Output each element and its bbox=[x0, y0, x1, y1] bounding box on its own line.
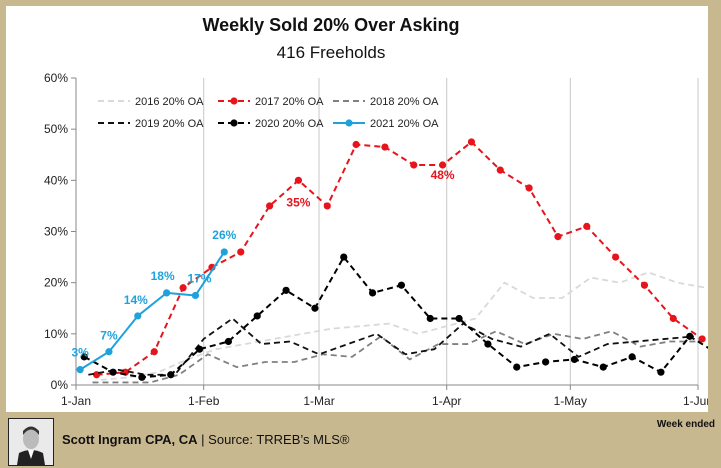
y-tick-label: 20% bbox=[44, 276, 68, 290]
data-point bbox=[525, 184, 533, 192]
data-label: 48% bbox=[431, 168, 455, 182]
y-tick-label: 50% bbox=[44, 122, 68, 136]
chart-subtitle: 416 Freeholds bbox=[277, 43, 386, 62]
series-line bbox=[92, 330, 698, 384]
x-tick-label: 1-Jan bbox=[61, 394, 91, 408]
data-point bbox=[381, 143, 389, 151]
data-point bbox=[167, 371, 175, 379]
data-point bbox=[282, 286, 290, 294]
data-point bbox=[426, 314, 434, 323]
data-point bbox=[496, 166, 504, 174]
legend-label: 2016 20% OA bbox=[135, 96, 204, 108]
data-point bbox=[570, 355, 579, 364]
data-point bbox=[109, 368, 117, 376]
axes: 1-Jan 1-Feb 1-Mar 1-Apr 1-May 1-Jun 0% 10% 20% 30… bbox=[44, 71, 708, 408]
data-label: 14% bbox=[124, 293, 148, 307]
legend-label: 2018 20% OA bbox=[370, 96, 439, 108]
data-point bbox=[455, 314, 463, 323]
data-point bbox=[612, 253, 620, 261]
data-point bbox=[340, 253, 348, 261]
data-point bbox=[640, 281, 649, 289]
x-tick-label: 1-Apr bbox=[432, 394, 461, 408]
series-lines bbox=[76, 138, 708, 384]
data-point bbox=[150, 348, 158, 356]
data-point bbox=[368, 289, 377, 297]
data-point bbox=[628, 353, 636, 361]
x-tick-label: 1-Jun bbox=[683, 394, 708, 408]
chart-card: Weekly Sold 20% Over Asking 416 Freehold… bbox=[6, 6, 708, 412]
data-label: 17% bbox=[187, 271, 211, 285]
data-point bbox=[220, 248, 228, 256]
attribution: Scott Ingram CPA, CA | Source: TRREB’s M… bbox=[62, 432, 349, 447]
x-axis-title: Week ended bbox=[656, 419, 715, 430]
data-point bbox=[352, 140, 360, 149]
legend-label: 2020 20% OA bbox=[255, 118, 324, 130]
data-point bbox=[253, 312, 261, 320]
series-line bbox=[83, 256, 708, 379]
author-photo bbox=[8, 418, 54, 466]
data-point bbox=[467, 138, 476, 146]
chart-title: Weekly Sold 20% Over Asking bbox=[202, 15, 459, 35]
series-line bbox=[79, 251, 226, 371]
grid bbox=[203, 78, 699, 385]
data-point bbox=[76, 366, 84, 374]
data-point bbox=[323, 202, 331, 210]
data-point bbox=[105, 348, 113, 356]
y-tick-label: 0% bbox=[51, 378, 69, 392]
author-name: Scott Ingram CPA, CA bbox=[62, 432, 198, 447]
source-text: | Source: TRREB’s MLS® bbox=[197, 432, 350, 447]
data-point bbox=[163, 289, 171, 297]
data-point bbox=[179, 284, 187, 292]
footer: Scott Ingram CPA, CA | Source: TRREB’s M… bbox=[0, 414, 721, 468]
data-point bbox=[294, 176, 303, 184]
x-tick-label: 1-Mar bbox=[303, 394, 334, 408]
data-point bbox=[191, 291, 200, 300]
data-point bbox=[669, 314, 677, 323]
data-label: 18% bbox=[151, 269, 175, 283]
data-label: 3% bbox=[71, 346, 89, 360]
data-point bbox=[138, 373, 146, 381]
data-label: 35% bbox=[286, 195, 310, 209]
y-tick-label: 10% bbox=[44, 327, 68, 341]
data-point bbox=[266, 202, 274, 210]
legend-marker bbox=[230, 97, 238, 105]
y-tick-label: 60% bbox=[44, 71, 68, 85]
data-point bbox=[439, 161, 447, 169]
series-line bbox=[96, 140, 703, 376]
data-point bbox=[397, 281, 406, 289]
data-point bbox=[410, 161, 418, 169]
data-point bbox=[698, 335, 706, 343]
data-point bbox=[484, 340, 492, 348]
data-label: 26% bbox=[212, 228, 236, 242]
data-label: 7% bbox=[100, 329, 118, 343]
data-point bbox=[224, 337, 233, 346]
legend: 2016 20% OA 2017 20% OA 2018 20% OA 2019 20… bbox=[98, 96, 439, 130]
x-tick-label: 1-Feb bbox=[188, 394, 220, 408]
data-point bbox=[554, 233, 562, 241]
data-point bbox=[657, 368, 665, 376]
data-point bbox=[134, 312, 142, 320]
legend-label: 2019 20% OA bbox=[135, 118, 204, 130]
y-tick-label: 30% bbox=[44, 225, 68, 239]
legend-label: 2021 20% OA bbox=[370, 118, 439, 130]
legend-marker bbox=[345, 119, 353, 127]
data-point bbox=[541, 358, 550, 366]
data-point bbox=[195, 345, 204, 353]
chart-canvas: Weekly Sold 20% Over Asking 416 Freehold… bbox=[44, 15, 708, 408]
data-point bbox=[583, 222, 591, 230]
series-line bbox=[100, 271, 707, 381]
legend-marker bbox=[230, 119, 238, 127]
data-point bbox=[237, 248, 245, 256]
series-line bbox=[88, 317, 694, 376]
data-point bbox=[686, 332, 694, 340]
legend-label: 2017 20% OA bbox=[255, 96, 324, 108]
y-tick-label: 40% bbox=[44, 173, 68, 187]
data-point bbox=[80, 353, 88, 361]
data-point bbox=[311, 304, 319, 312]
x-tick-label: 1-May bbox=[554, 394, 587, 408]
data-point bbox=[513, 363, 521, 371]
data-point bbox=[599, 363, 607, 371]
data-labels: 35% 48% 3% 7% 14%18% 17% 26% bbox=[71, 168, 454, 360]
